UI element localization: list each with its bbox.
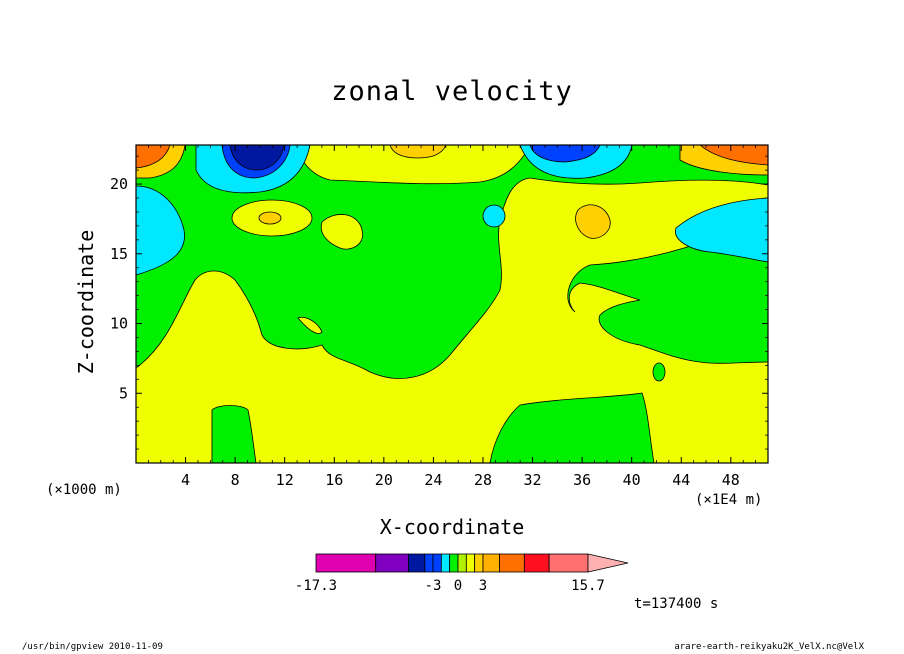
x-tick-label: 40 <box>623 471 641 489</box>
contour-gold-right-blob <box>575 204 611 239</box>
colorbar-label: 0 <box>454 578 462 594</box>
contour-field <box>136 145 768 463</box>
chart-title: zonal velocity <box>331 76 573 107</box>
time-label: t=137400 s <box>634 596 719 612</box>
colorbar-segment <box>375 553 409 573</box>
colorbar <box>315 553 629 573</box>
contour-green-bottom-right <box>489 392 655 463</box>
x-unit-label: (×1000 m) <box>46 482 122 498</box>
x-tick-label: 24 <box>424 471 442 489</box>
contour-gold-topmid <box>389 145 447 159</box>
x-tick-label: 16 <box>325 471 343 489</box>
colorbar-segment <box>482 553 500 573</box>
colorbar-segment <box>432 553 442 573</box>
colorbar-segment <box>457 553 467 573</box>
contour-gold-core-left <box>258 211 282 225</box>
plot-frame <box>135 144 769 464</box>
x-tick-label: 8 <box>231 471 240 489</box>
footer-right: arare-earth-reikyaku2K_VelX.nc@VelX <box>674 642 864 652</box>
x-tick-label: 4 <box>181 471 190 489</box>
x-tick-label: 48 <box>722 471 740 489</box>
x-tick-label: 36 <box>573 471 591 489</box>
contour-cyan-blob <box>482 204 506 228</box>
contour-cyan-right <box>675 197 768 263</box>
x-axis-label: X-coordinate <box>379 515 525 539</box>
colorbar-segment <box>449 553 459 573</box>
colorbar-segment <box>523 553 550 573</box>
x-axis-ticks: 4 8 12 16 20 24 28 32 36 40 44 48 <box>147 145 757 489</box>
x-tick-label: 20 <box>375 471 393 489</box>
x-tick-label: 44 <box>672 471 690 489</box>
contour-cyan-left <box>136 185 185 276</box>
x-tick-label: 32 <box>524 471 542 489</box>
y-tick-label: 10 <box>110 315 128 333</box>
footer-left: /usr/bin/gpview 2010-11-09 <box>22 642 163 652</box>
colorbar-arrow <box>587 553 629 573</box>
y-tick-label: 20 <box>110 175 128 193</box>
colorbar-segment <box>408 553 426 573</box>
colorbar-segment <box>440 553 451 573</box>
y-axis-ticks: 5 10 15 20 <box>110 155 768 450</box>
colorbar-segment <box>548 553 589 573</box>
colorbar-segment <box>315 553 377 573</box>
x-tick-label: 12 <box>276 471 294 489</box>
contour-navy-top <box>229 145 285 171</box>
x-tick-label: 28 <box>474 471 492 489</box>
contour-green-blob <box>652 362 666 382</box>
colorbar-labels: -17.3 -3 0 3 15.7 <box>295 578 605 594</box>
contour-yellow-top <box>295 145 531 185</box>
colorbar-label: -3 <box>425 578 442 594</box>
colorbar-segment <box>424 553 434 573</box>
colorbar-segment <box>465 553 476 573</box>
contour-green-bottom-left <box>211 405 257 463</box>
colorbar-segment <box>499 553 525 573</box>
x-tick-unit-label: (×1E4 m) <box>695 492 763 508</box>
colorbar-label: -17.3 <box>295 578 337 594</box>
contour-yellow-island-mid <box>320 214 364 250</box>
colorbar-label: 3 <box>479 578 487 594</box>
y-tick-label: 5 <box>119 384 128 402</box>
colorbar-segment <box>474 553 484 573</box>
contour-yellow-sliver <box>297 316 323 334</box>
y-tick-label: 15 <box>110 245 128 263</box>
colorbar-label: 15.7 <box>571 578 605 594</box>
